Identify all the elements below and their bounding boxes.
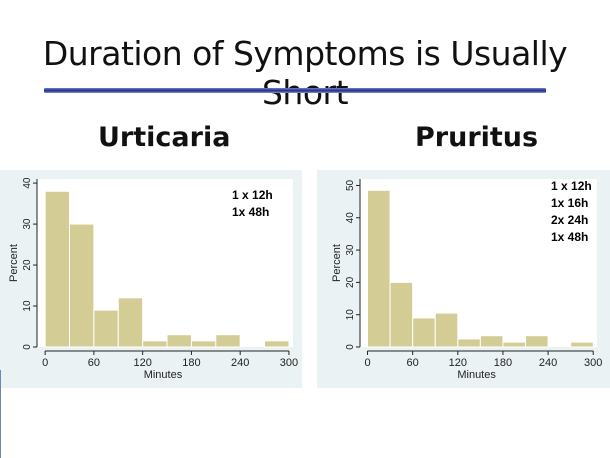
urticaria-annotation-1: 1 x 12h bbox=[232, 188, 273, 202]
urticaria-x-tick-label: 120 bbox=[133, 357, 151, 369]
urticaria-bar bbox=[93, 309, 119, 348]
pruritus-bar bbox=[502, 341, 527, 348]
pruritus-bar bbox=[389, 281, 414, 348]
urticaria-bar bbox=[215, 334, 241, 348]
pruritus-x-tick-label: 0 bbox=[364, 357, 370, 369]
urticaria-bar bbox=[117, 297, 144, 348]
pruritus-annotation-4: 1x 48h bbox=[551, 230, 589, 244]
pruritus-y-axis-title: Percent bbox=[331, 244, 343, 282]
urticaria-y-tick-label: 30 bbox=[22, 218, 33, 230]
urticaria-histogram: 0 10 20 30 40 0 60 120 180 240 300 Minutes Percent bbox=[8, 177, 298, 381]
urticaria-histogram-panel: 0 10 20 30 40 0 60 120 180 240 300 Minutes Percent 1… bbox=[0, 170, 302, 388]
urticaria-x-tick-label: 180 bbox=[182, 357, 200, 369]
urticaria-x-tick-label: 240 bbox=[231, 357, 249, 369]
urticaria-x-axis-title: Minutes bbox=[144, 369, 183, 381]
pruritus-annotation-1: 1 x 12h bbox=[551, 179, 592, 193]
urticaria-bar bbox=[190, 340, 217, 348]
slide-title: Duration of Symptoms is Usually Short bbox=[42, 34, 568, 112]
urticaria-y-tick-label: 40 bbox=[22, 177, 33, 189]
pruritus-x-tick-label: 60 bbox=[407, 357, 419, 369]
pruritus-bar bbox=[479, 335, 504, 348]
chart-heading-urticaria: Urticaria bbox=[98, 122, 231, 153]
pruritus-x-tick-label: 180 bbox=[494, 357, 512, 369]
urticaria-y-tick-label: 20 bbox=[22, 259, 33, 271]
urticaria-x-tick-label: 0 bbox=[42, 357, 48, 369]
pruritus-bar bbox=[434, 312, 459, 348]
pruritus-bar bbox=[367, 189, 391, 348]
pruritus-bar bbox=[457, 338, 481, 348]
urticaria-bar bbox=[166, 334, 192, 348]
pruritus-x-axis-title: Minutes bbox=[457, 369, 496, 381]
slide-edge-line bbox=[0, 370, 1, 458]
pruritus-bar bbox=[525, 335, 549, 348]
pruritus-bar bbox=[412, 317, 436, 348]
urticaria-y-tick-label: 10 bbox=[22, 300, 33, 312]
urticaria-x-tick-label: 60 bbox=[88, 357, 100, 369]
pruritus-annotation-2: 1x 16h bbox=[551, 196, 589, 210]
pruritus-x-tick-label: 240 bbox=[539, 357, 557, 369]
urticaria-bar bbox=[142, 340, 168, 348]
pruritus-y-tick-label: 0 bbox=[345, 344, 356, 350]
pruritus-x-tick-label: 300 bbox=[584, 357, 602, 369]
urticaria-bar bbox=[69, 223, 95, 348]
pruritus-y-tick-label: 30 bbox=[345, 244, 356, 256]
chart-heading-pruritus: Pruritus bbox=[415, 122, 539, 153]
urticaria-y-axis-title: Percent bbox=[8, 244, 20, 282]
urticaria-bar bbox=[264, 340, 290, 348]
urticaria-y-tick-label: 0 bbox=[22, 344, 33, 350]
pruritus-y-tick-label: 40 bbox=[345, 212, 356, 224]
pruritus-y-tick-label: 10 bbox=[345, 309, 356, 321]
pruritus-histogram-panel: 0 10 20 30 40 50 0 60 120 180 240 300 Minutes Percent… bbox=[317, 170, 610, 388]
pruritus-bar bbox=[570, 341, 594, 348]
urticaria-annotation-2: 1x 48h bbox=[232, 205, 270, 219]
urticaria-bar bbox=[44, 190, 71, 348]
pruritus-y-tick-label: 50 bbox=[345, 179, 356, 191]
pruritus-annotation-3: 2x 24h bbox=[551, 213, 589, 227]
title-underline bbox=[44, 88, 546, 93]
pruritus-x-tick-label: 120 bbox=[449, 357, 467, 369]
pruritus-y-tick-label: 20 bbox=[345, 276, 356, 288]
pruritus-histogram: 0 10 20 30 40 50 0 60 120 180 240 300 Minutes Percent bbox=[331, 179, 602, 381]
urticaria-x-tick-label: 300 bbox=[280, 357, 298, 369]
